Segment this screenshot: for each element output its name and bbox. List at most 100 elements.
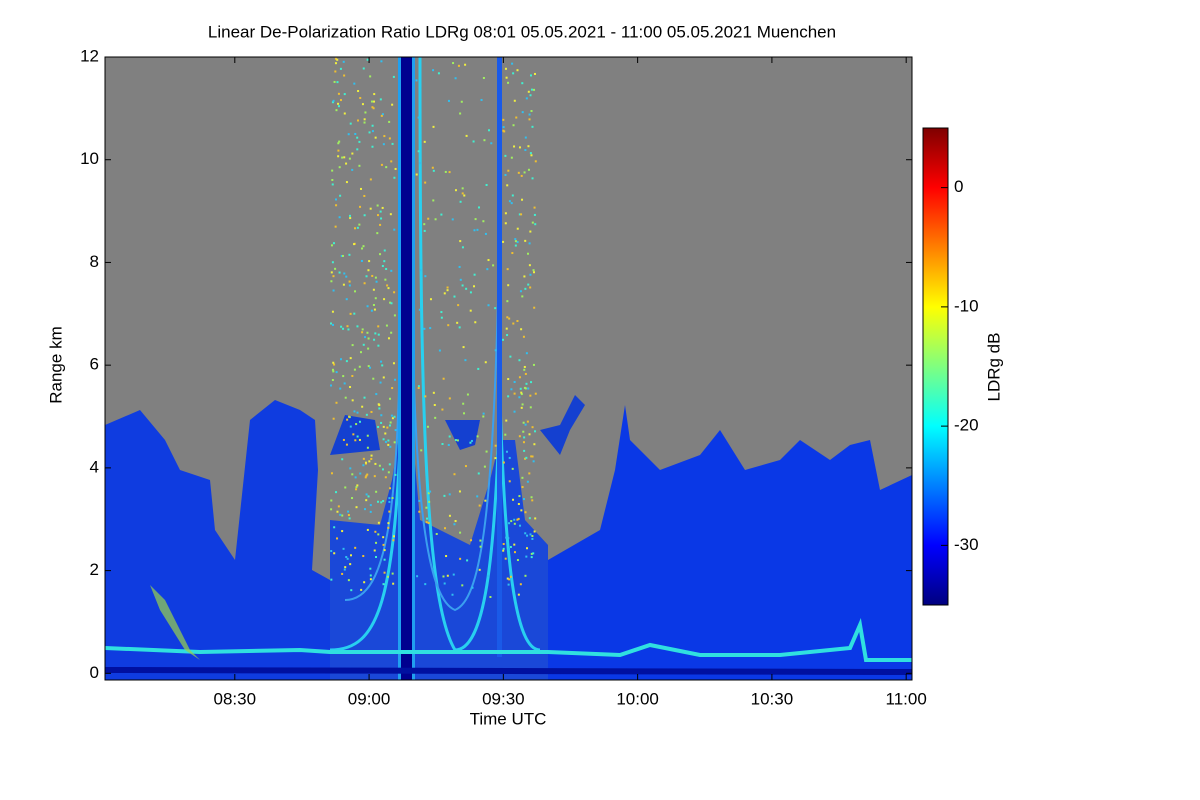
- texture: [459, 200, 462, 203]
- y-tick-label: 10: [80, 149, 99, 168]
- texture: [384, 440, 387, 443]
- texture: [349, 357, 352, 360]
- texture: [361, 405, 364, 408]
- texture: [520, 393, 523, 396]
- texture: [447, 324, 450, 327]
- texture: [385, 267, 388, 270]
- texture: [350, 589, 353, 592]
- texture: [369, 578, 372, 581]
- texture: [338, 140, 341, 143]
- texture: [380, 414, 383, 417]
- texture: [529, 394, 532, 397]
- texture: [427, 521, 430, 524]
- texture: [526, 252, 529, 255]
- texture: [380, 60, 383, 63]
- texture: [516, 559, 519, 562]
- texture: [340, 254, 343, 257]
- texture: [442, 575, 445, 578]
- texture: [382, 500, 385, 503]
- texture: [371, 145, 374, 148]
- texture: [383, 298, 386, 301]
- texture: [529, 406, 532, 409]
- texture: [364, 336, 367, 339]
- texture: [521, 476, 524, 479]
- texture: [510, 156, 513, 159]
- texture: [359, 96, 362, 99]
- texture: [393, 415, 396, 418]
- texture: [330, 280, 333, 283]
- texture: [478, 504, 481, 507]
- texture: [502, 126, 505, 129]
- texture: [534, 430, 537, 433]
- texture: [464, 359, 467, 362]
- texture: [394, 429, 397, 432]
- texture: [330, 322, 333, 325]
- texture: [342, 60, 345, 63]
- texture: [374, 276, 377, 279]
- texture: [429, 327, 432, 330]
- texture: [515, 116, 518, 119]
- texture: [339, 358, 342, 361]
- texture: [509, 545, 512, 548]
- texture: [528, 433, 531, 436]
- texture: [386, 284, 389, 287]
- texture: [389, 301, 392, 304]
- texture: [359, 205, 362, 208]
- texture: [517, 593, 520, 596]
- texture: [366, 434, 369, 437]
- texture: [506, 577, 509, 580]
- texture: [510, 520, 513, 523]
- texture: [388, 500, 391, 503]
- texture: [474, 218, 477, 221]
- texture: [333, 526, 336, 529]
- texture: [458, 490, 461, 493]
- texture: [374, 462, 377, 465]
- texture: [377, 533, 380, 536]
- texture: [512, 498, 515, 501]
- texture: [359, 187, 362, 190]
- texture: [507, 378, 510, 381]
- texture: [389, 487, 392, 490]
- texture: [342, 438, 345, 441]
- texture: [514, 240, 517, 243]
- texture: [353, 368, 356, 371]
- texture: [337, 105, 340, 108]
- texture: [392, 75, 395, 78]
- texture: [365, 474, 368, 477]
- texture: [353, 243, 356, 246]
- texture: [353, 312, 356, 315]
- texture: [530, 88, 533, 91]
- texture: [381, 206, 384, 209]
- texture: [341, 254, 344, 257]
- texture: [437, 72, 440, 75]
- texture: [525, 547, 528, 550]
- texture: [337, 102, 340, 105]
- texture: [447, 443, 450, 446]
- colorbar-label: LDRg dB: [984, 333, 1003, 402]
- texture: [509, 355, 512, 358]
- texture: [330, 578, 333, 581]
- texture: [487, 574, 490, 577]
- texture: [484, 361, 487, 364]
- texture: [355, 486, 358, 489]
- texture: [424, 275, 427, 278]
- texture: [510, 388, 513, 391]
- texture: [342, 283, 345, 286]
- texture: [482, 220, 485, 223]
- texture: [348, 517, 351, 520]
- texture: [521, 403, 524, 406]
- texture: [524, 372, 527, 375]
- texture: [433, 404, 436, 407]
- texture: [523, 386, 526, 389]
- x-tick-label: 09:30: [482, 689, 525, 708]
- texture: [506, 268, 509, 271]
- texture: [487, 129, 490, 132]
- texture: [459, 240, 462, 243]
- texture: [331, 368, 334, 371]
- texture: [346, 325, 349, 328]
- texture: [384, 278, 387, 281]
- y-tick-label: 6: [90, 355, 99, 374]
- texture: [504, 173, 507, 176]
- texture: [367, 495, 370, 498]
- texture: [343, 93, 346, 96]
